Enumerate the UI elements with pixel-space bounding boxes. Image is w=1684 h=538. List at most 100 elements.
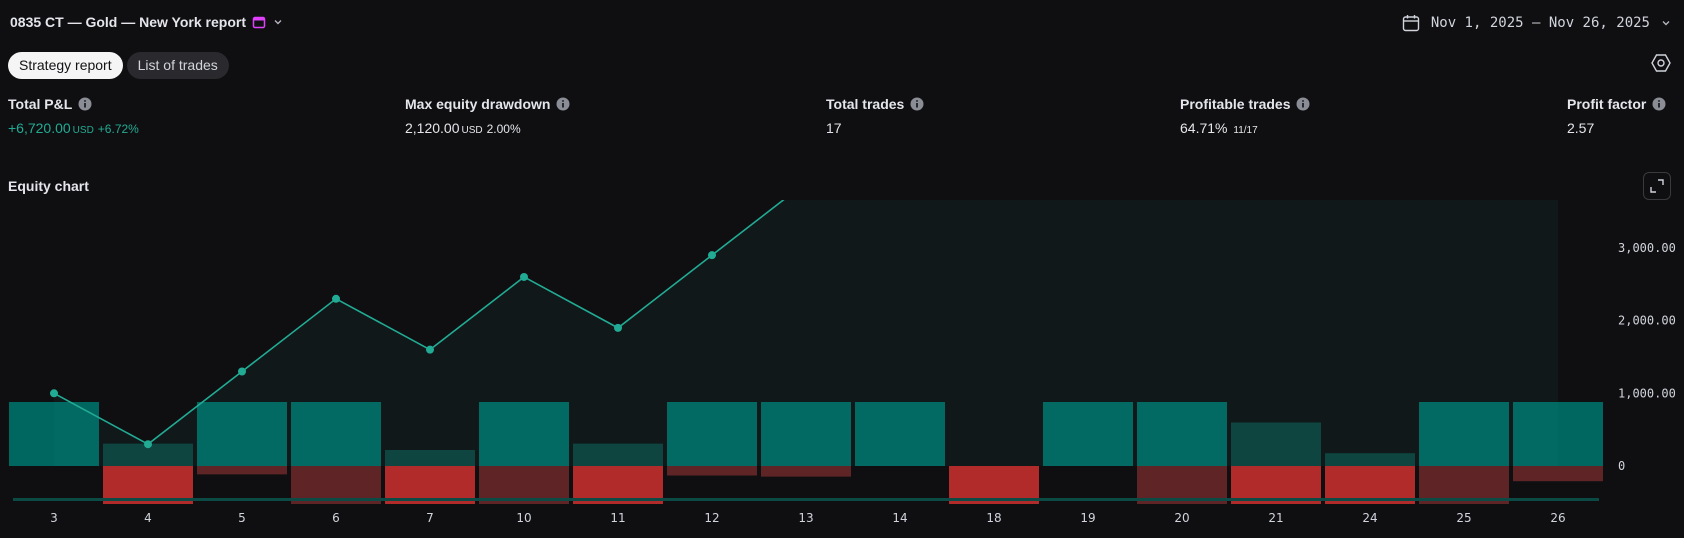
stat-unit: USD	[72, 125, 94, 136]
equity-point	[144, 440, 152, 449]
x-tick-label: 14	[892, 511, 907, 525]
expand-icon	[1650, 179, 1664, 193]
equity-point	[708, 251, 716, 260]
profit-bar	[667, 402, 757, 466]
stat-value: 2.57	[1567, 120, 1595, 136]
x-tick-label: 7	[426, 511, 434, 525]
profit-bar	[479, 402, 569, 466]
stat-unit: USD	[461, 125, 483, 136]
equity-point	[426, 345, 434, 354]
equity-point	[520, 272, 528, 281]
header: 0835 CT — Gold — New York report Nov 1, …	[0, 0, 1684, 48]
loss-bar	[667, 466, 757, 476]
stat-label: Profitable trades	[1180, 96, 1291, 112]
y-tick-label: 0	[1618, 459, 1625, 473]
date-range-picker[interactable]: Nov 1, 2025 — Nov 26, 2025	[1401, 13, 1672, 33]
info-icon[interactable]	[78, 97, 92, 111]
loss-bar	[291, 466, 381, 504]
equity-point	[238, 367, 246, 376]
x-tick-label: 11	[610, 511, 625, 525]
chevron-down-icon[interactable]	[272, 16, 284, 28]
stat-label: Max equity drawdown	[405, 96, 551, 112]
stat-label: Profit factor	[1567, 96, 1647, 112]
loss-bar	[761, 466, 851, 477]
equity-point	[50, 389, 58, 398]
stat-value: 17	[826, 120, 842, 136]
x-tick-label: 5	[238, 511, 246, 525]
x-tick-label: 18	[986, 511, 1001, 525]
stat-value: 2,120.00	[405, 120, 460, 136]
profit-bar	[291, 402, 381, 466]
profit-bar	[103, 443, 193, 466]
stat-total-trades: Total trades 17	[826, 96, 924, 136]
loss-bar	[479, 466, 569, 504]
stat-label: Total P&L	[8, 96, 73, 112]
profit-bar	[573, 443, 663, 466]
tab-list-of-trades[interactable]: List of trades	[126, 52, 229, 79]
report-title[interactable]: 0835 CT — Gold — New York report	[10, 14, 284, 30]
stat-value: 64.71%	[1180, 120, 1228, 136]
x-tick-label: 21	[1268, 511, 1283, 525]
x-tick-label: 26	[1550, 511, 1565, 525]
equity-chart[interactable]: 01,000.002,000.003,000.004,000.005,000.0…	[0, 200, 1684, 538]
stat-profitable-trades: Profitable trades 64.71% 11/17	[1180, 96, 1310, 136]
stat-total-pnl: Total P&L +6,720.00 USD +6.72%	[8, 96, 139, 136]
calendar-badge-icon	[252, 16, 266, 29]
stat-profit-factor: Profit factor 2.57	[1567, 96, 1666, 136]
profit-bar	[1325, 453, 1415, 466]
profit-bar	[1043, 402, 1133, 466]
loss-bar	[1137, 466, 1227, 504]
settings-icon[interactable]	[1650, 52, 1672, 74]
report-title-text: 0835 CT — Gold — New York report	[10, 14, 246, 30]
expand-chart-button[interactable]	[1643, 172, 1671, 200]
calendar-icon	[1402, 15, 1420, 32]
x-tick-label: 25	[1456, 511, 1471, 525]
x-tick-label: 12	[704, 511, 719, 525]
stat-max-drawdown: Max equity drawdown 2,120.00 USD 2.00%	[405, 96, 570, 136]
stat-label: Total trades	[826, 96, 905, 112]
equity-point	[614, 323, 622, 332]
stat-ratio: 11/17	[1233, 125, 1258, 136]
profit-bar	[197, 402, 287, 466]
loss-bar	[1325, 466, 1415, 504]
report-tabs: Strategy report List of trades	[8, 52, 229, 79]
loss-bar	[573, 466, 663, 504]
stat-percent: +6.72%	[97, 122, 139, 136]
loss-bar	[949, 466, 1039, 504]
profit-bar	[1231, 422, 1321, 466]
loss-bar	[385, 466, 475, 504]
x-tick-label: 10	[516, 511, 531, 525]
x-tick-label: 13	[798, 511, 813, 525]
stat-value: +6,720.00	[8, 120, 71, 136]
profit-bar	[761, 402, 851, 466]
x-tick-label: 3	[50, 511, 58, 525]
x-tick-label: 4	[144, 511, 152, 525]
equity-line	[53, 200, 785, 446]
info-icon[interactable]	[1652, 97, 1666, 111]
y-tick-label: 1,000.00	[1618, 386, 1676, 400]
x-tick-label: 24	[1362, 511, 1377, 525]
loss-bar	[1231, 466, 1321, 504]
profit-bar	[385, 450, 475, 466]
chevron-down-icon	[1662, 21, 1670, 26]
info-icon[interactable]	[1296, 97, 1310, 111]
y-tick-label: 2,000.00	[1618, 314, 1676, 328]
x-tick-label: 19	[1080, 511, 1095, 525]
profit-bar	[9, 402, 99, 466]
info-icon[interactable]	[556, 97, 570, 111]
date-range-text: Nov 1, 2025 — Nov 26, 2025	[1430, 15, 1650, 31]
loss-bar	[197, 466, 287, 475]
equity-area	[54, 200, 1558, 466]
loss-bar	[103, 466, 193, 504]
x-tick-label: 20	[1174, 511, 1189, 525]
loss-bar	[1513, 466, 1603, 482]
stat-percent: 2.00%	[486, 122, 521, 136]
tab-strategy-report[interactable]: Strategy report	[8, 52, 123, 79]
runup-bar	[13, 498, 1599, 501]
loss-bar	[1419, 466, 1509, 504]
profit-bar	[1419, 402, 1509, 466]
y-tick-label: 3,000.00	[1618, 241, 1676, 255]
info-icon[interactable]	[910, 97, 924, 111]
x-tick-label: 6	[332, 511, 340, 525]
equity-chart-title: Equity chart	[8, 178, 89, 194]
